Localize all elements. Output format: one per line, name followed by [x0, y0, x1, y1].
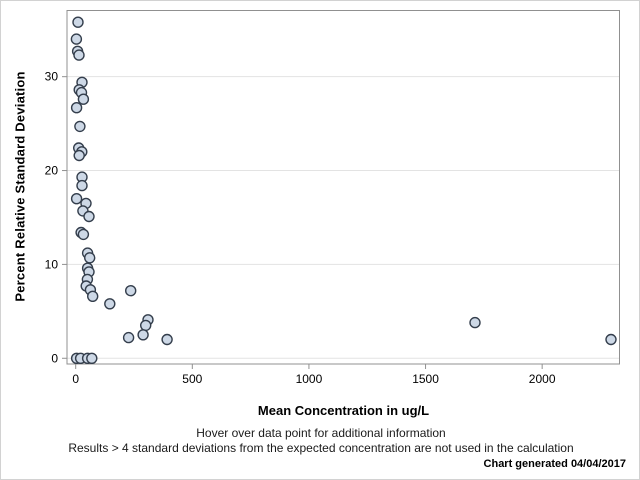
generated-date-label: Chart generated 04/04/2017 — [483, 458, 626, 470]
data-point[interactable] — [86, 352, 98, 364]
plot-border — [66, 10, 620, 365]
x-tick-label: 500 — [182, 372, 202, 386]
data-point[interactable] — [137, 329, 149, 341]
data-point[interactable] — [74, 120, 86, 133]
x-axis-title: Mean Concentration in ug/L — [257, 403, 430, 418]
data-point[interactable] — [83, 252, 96, 264]
data-point[interactable] — [122, 331, 135, 344]
data-point[interactable] — [72, 16, 84, 28]
x-tick-label: 1000 — [296, 372, 323, 386]
data-point[interactable] — [77, 228, 90, 241]
data-point[interactable] — [86, 290, 99, 302]
data-point[interactable] — [104, 298, 116, 310]
y-axis-title: Percent Relative Standard Deviation — [12, 71, 28, 302]
data-point[interactable] — [83, 210, 95, 223]
y-tick-label: 20 — [45, 164, 59, 178]
x-tick-label: 2000 — [529, 372, 556, 386]
data-point[interactable] — [70, 101, 83, 114]
data-point[interactable] — [73, 149, 85, 162]
data-point[interactable] — [469, 316, 481, 329]
hover-instruction-caption: Hover over data point for additional inf… — [196, 426, 446, 440]
data-point[interactable] — [139, 319, 152, 332]
x-tick-label: 1500 — [412, 372, 439, 386]
y-tick-label: 10 — [45, 257, 59, 271]
exclusion-note-caption: Results > 4 standard deviations from the… — [68, 441, 574, 455]
y-tick-label: 0 — [51, 351, 58, 365]
data-point[interactable] — [76, 179, 88, 192]
data-point[interactable] — [124, 285, 137, 297]
y-tick-label: 30 — [45, 70, 59, 84]
x-tick-label: 0 — [72, 372, 79, 386]
data-point[interactable] — [77, 93, 90, 105]
data-point[interactable] — [70, 33, 83, 45]
data-point[interactable] — [70, 192, 83, 205]
data-point[interactable] — [605, 333, 617, 346]
data-point[interactable] — [161, 333, 173, 346]
data-point[interactable] — [73, 49, 85, 61]
